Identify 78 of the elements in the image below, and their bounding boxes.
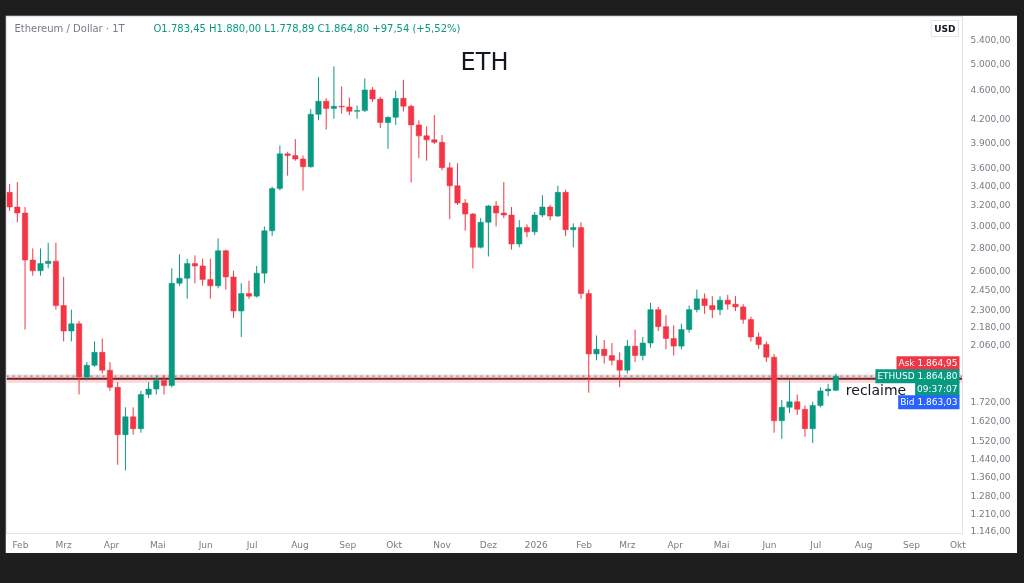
y-tick-label: 3.900,00: [970, 137, 1011, 148]
candlestick: [385, 116, 391, 150]
y-tick-label: 5.000,00: [970, 59, 1011, 70]
candlestick: [554, 185, 561, 218]
x-tick-label: Mai: [149, 539, 166, 550]
candlestick: [130, 406, 137, 436]
annotation: Ask 1.864,95: [898, 358, 958, 369]
x-tick-label: Okt: [386, 539, 403, 550]
y-tick-label: 4.600,00: [970, 85, 1011, 96]
x-tick-label: Apr: [667, 539, 684, 550]
x-tick-label: Jul: [245, 539, 258, 550]
candlestick: [68, 309, 75, 343]
y-tick-label: 1.146,00: [970, 525, 1011, 536]
y-tick-label: 2.060,00: [970, 340, 1011, 351]
candlestick: [323, 97, 330, 131]
candlestick: [99, 337, 106, 375]
y-tick-label: 2.800,00: [970, 242, 1011, 253]
x-tick-label: Feb: [576, 539, 593, 550]
x-tick-label: 2026: [524, 539, 548, 550]
y-tick-label: 3.000,00: [970, 220, 1011, 231]
y-tick-label: 3.200,00: [970, 200, 1011, 211]
candlestick: [794, 393, 801, 416]
candlestick: [238, 282, 245, 338]
candlestick: [122, 406, 129, 471]
x-tick-label: Feb: [12, 539, 29, 550]
text: Ethereum / Dollar · 1T: [14, 23, 126, 34]
annotation: Bid 1.863,03: [900, 397, 958, 408]
y-tick-label: 1.440,00: [970, 453, 1011, 464]
text: ETH: [460, 47, 509, 76]
candlestick: [400, 79, 407, 112]
x-tick-label: Aug: [291, 539, 309, 550]
candlestick: [693, 289, 700, 313]
y-tick-label: 3.600,00: [970, 163, 1011, 174]
candlestick: [408, 104, 415, 184]
x-tick-label: Okt: [949, 539, 967, 550]
y-axis-title: USD: [934, 23, 956, 34]
candlestick: [516, 219, 523, 248]
y-tick-label: 2.450,00: [970, 285, 1011, 296]
y-tick-label: 1.720,00: [970, 397, 1011, 408]
y-tick-label: 1.360,00: [970, 471, 1011, 482]
y-tick-label: 2.300,00: [970, 305, 1011, 316]
x-tick-label: Jun: [761, 539, 777, 550]
y-tick-label: 1.280,00: [970, 490, 1011, 501]
candlestick: [632, 329, 639, 363]
y-tick-label: 1.520,00: [970, 436, 1011, 447]
candlestick: [593, 334, 600, 361]
x-tick-label: Jun: [197, 539, 213, 550]
y-tick-label: 2.600,00: [970, 266, 1011, 277]
candlestick: [330, 65, 337, 120]
x-tick-label: Nov: [433, 539, 452, 550]
x-tick-label: Sep: [339, 539, 357, 550]
x-tick-label: Mrz: [619, 539, 636, 550]
candlestick: [570, 222, 577, 248]
candlestick: [717, 295, 723, 316]
candlestick: [539, 194, 546, 218]
candlestick: [531, 211, 538, 236]
y-tick-label: 5.400,00: [970, 34, 1011, 45]
annotation: O1.783,45 H1.880,00 L1.778,89 C1.864,80 +97,54 (+5,52%): [153, 23, 461, 34]
annotation: 09:37:07: [917, 384, 958, 395]
candlestick: [246, 280, 252, 300]
x-tick-label: Aug: [854, 539, 873, 550]
candlestick: [161, 374, 167, 395]
candlestick: [392, 90, 399, 126]
x-tick-label: Dez: [479, 539, 498, 550]
x-tick-label: Mai: [713, 539, 730, 550]
candlestick: [802, 404, 808, 438]
y-tick-label: 1.620,00: [970, 416, 1011, 427]
candlestick: [524, 223, 530, 238]
x-tick-label: Mrz: [55, 539, 73, 550]
x-tick-label: Jul: [809, 539, 822, 550]
x-tick-label: Apr: [103, 539, 120, 550]
annotation: ETHUSD 1.864,80: [877, 371, 958, 382]
y-tick-label: 1.210,00: [970, 508, 1011, 519]
ref-line-label: reclaime: [845, 381, 907, 398]
y-tick-label: 4.200,00: [970, 114, 1011, 125]
x-tick-label: Sep: [903, 539, 921, 550]
y-tick-label: 3.400,00: [970, 181, 1011, 192]
y-tick-label: 2.180,00: [970, 322, 1011, 333]
